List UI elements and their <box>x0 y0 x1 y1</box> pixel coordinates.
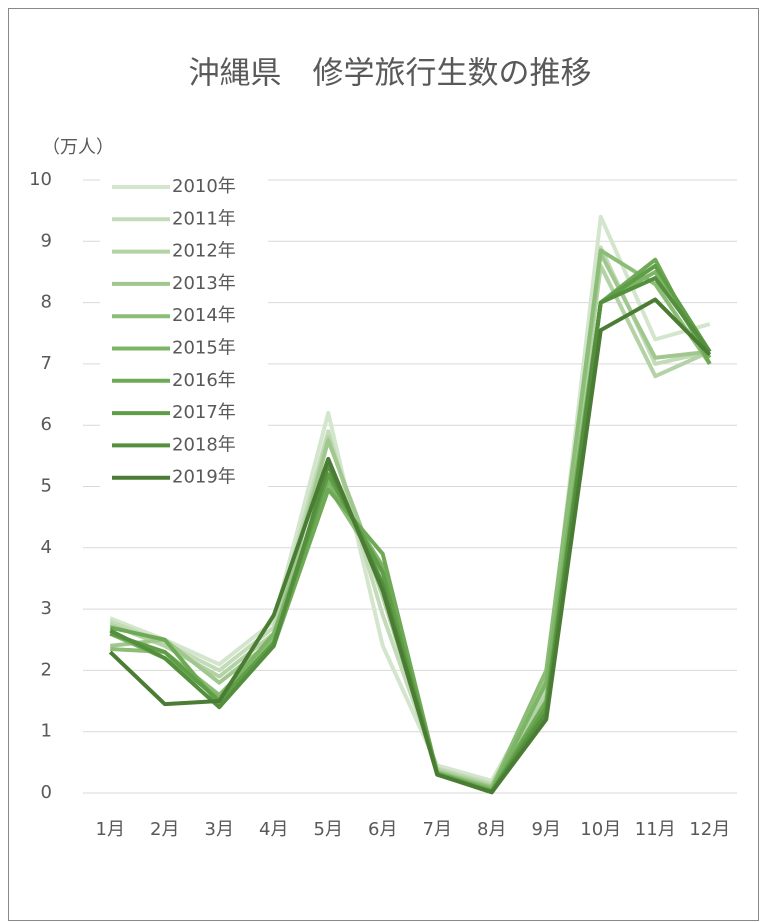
y-tick-label: 5 <box>41 476 52 497</box>
x-tick-label: 10月 <box>580 819 621 840</box>
x-tick-label: 7月 <box>423 819 452 840</box>
y-tick-label: 4 <box>41 537 52 558</box>
y-tick-label: 3 <box>41 598 52 619</box>
y-tick-label: 8 <box>41 292 52 313</box>
legend: 2010年 2011年 2012年 2013年 2014年 2015年 2016年 2017年… <box>100 170 268 496</box>
y-tick-label: 6 <box>41 414 52 435</box>
series-line <box>108 297 712 795</box>
legend-label: 2017年 <box>172 402 236 423</box>
legend-label: 2012年 <box>172 241 236 262</box>
legend-label: 2018年 <box>172 434 236 455</box>
y-tick-label: 10 <box>29 169 52 190</box>
y-tick-label: 9 <box>41 230 52 251</box>
x-tick-label: 11月 <box>635 819 676 840</box>
x-tick-label: 8月 <box>477 819 506 840</box>
legend-label: 2014年 <box>172 305 236 326</box>
y-tick-label: 2 <box>41 659 52 680</box>
x-tick-label: 6月 <box>368 819 397 840</box>
legend-label: 2015年 <box>172 338 236 359</box>
legend-label: 2016年 <box>172 370 236 391</box>
series-line <box>109 214 711 783</box>
legend-label: 2011年 <box>172 208 236 229</box>
x-tick-label: 9月 <box>532 819 561 840</box>
x-tick-label: 4月 <box>259 819 288 840</box>
legend-background <box>100 170 268 496</box>
x-tick-label: 12月 <box>689 819 730 840</box>
y-axis-label: （万人） <box>42 137 114 158</box>
x-tick-label: 1月 <box>96 819 125 840</box>
grid: 0 1 2 3 4 5 6 7 8 9 10 1月 2月 3月 4月 5月 6月 7月 8月 9月 10月 11月 12月 <box>29 169 737 840</box>
y-tick-label: 0 <box>41 782 52 803</box>
legend-label: 2010年 <box>172 176 236 197</box>
lines <box>108 214 712 795</box>
x-tick-label: 5月 <box>314 819 343 840</box>
y-tick-label: 1 <box>41 721 52 742</box>
x-tick-label: 2月 <box>150 819 179 840</box>
legend-label: 2013年 <box>172 273 236 294</box>
chart-title: 沖縄県 修学旅行生数の推移 <box>189 56 592 92</box>
legend-label: 2019年 <box>172 467 236 488</box>
y-tick-label: 7 <box>41 353 52 374</box>
x-tick-label: 3月 <box>205 819 234 840</box>
